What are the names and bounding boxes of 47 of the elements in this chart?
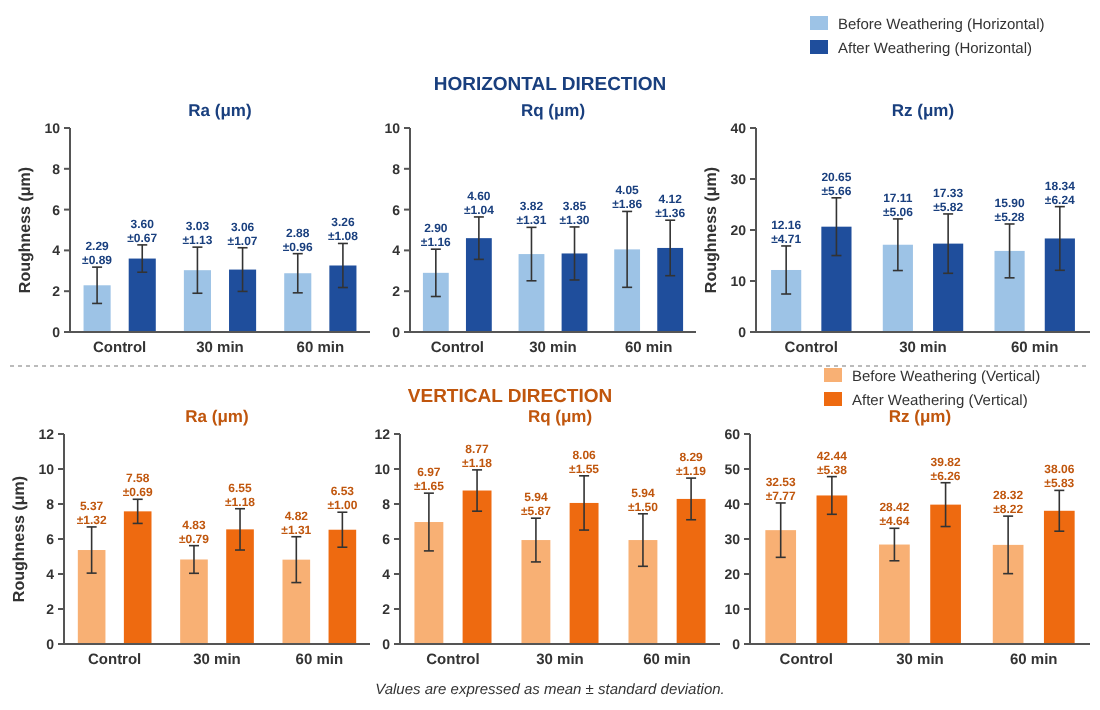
bar	[933, 243, 964, 332]
text: VERTICAL DIRECTION	[407, 386, 613, 408]
bar	[994, 250, 1025, 332]
bar	[561, 253, 588, 332]
bar	[518, 254, 545, 332]
bar	[771, 269, 802, 332]
bar	[226, 529, 254, 644]
chart-title: Rz (μm)	[891, 100, 955, 120]
chart-title: Rq (μm)	[520, 100, 586, 120]
bar	[614, 249, 641, 332]
bar	[765, 530, 797, 644]
bar	[462, 490, 492, 644]
bar	[879, 544, 910, 644]
bar	[284, 273, 312, 332]
text: HORIZONTAL DIRECTION	[433, 74, 667, 96]
bar	[930, 504, 961, 644]
bar	[992, 544, 1024, 644]
bar	[465, 238, 492, 332]
chart-title: Ra (μm)	[188, 100, 252, 120]
bar	[83, 285, 111, 332]
bar	[676, 498, 706, 644]
chart-title: Ra (μm)	[185, 406, 249, 426]
bar	[816, 495, 848, 644]
chart-title: Rq (μm)	[527, 406, 593, 426]
bar	[422, 272, 449, 332]
bar	[569, 502, 599, 644]
bar	[657, 247, 684, 332]
bar	[128, 258, 156, 332]
chart-title: Rz (μm)	[888, 406, 952, 426]
bar	[123, 511, 152, 644]
bar	[328, 529, 357, 644]
y-axis-title: Roughness (μm)	[16, 166, 34, 294]
bar	[180, 559, 208, 644]
bar	[229, 269, 257, 332]
bar	[882, 244, 913, 332]
bar	[628, 540, 658, 644]
bar	[183, 270, 211, 332]
bar	[329, 265, 357, 332]
y-axis-title: Roughness (μm)	[10, 475, 28, 603]
bar	[414, 522, 444, 644]
bar	[282, 559, 311, 644]
bar	[1043, 510, 1075, 644]
bar	[1044, 238, 1075, 332]
bar	[77, 550, 106, 644]
bar	[521, 540, 551, 644]
y-axis-title: Roughness (μm)	[702, 166, 720, 294]
bar	[821, 226, 852, 332]
